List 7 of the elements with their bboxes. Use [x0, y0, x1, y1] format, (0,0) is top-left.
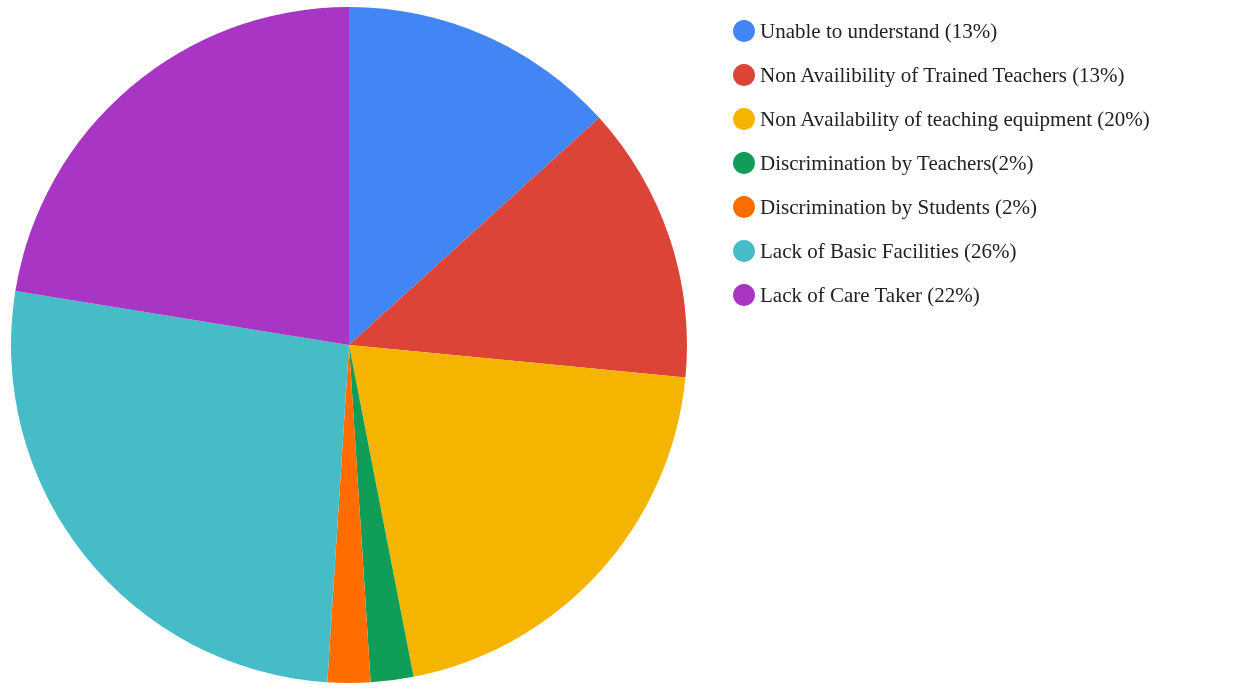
legend-label: Lack of Basic Facilities (26%) — [760, 239, 1017, 263]
legend-label: Unable to understand (13%) — [760, 19, 998, 43]
legend-label: Lack of Care Taker (22%) — [760, 283, 980, 307]
legend-label: Discrimination by Teachers(2%) — [760, 151, 1034, 175]
legend-label: Non Availability of teaching equipment (20%) — [760, 107, 1150, 131]
legend-label: Non Availibility of Trained Teachers (13%) — [760, 63, 1125, 87]
legend-label: Discrimination by Students (2%) — [760, 195, 1038, 219]
